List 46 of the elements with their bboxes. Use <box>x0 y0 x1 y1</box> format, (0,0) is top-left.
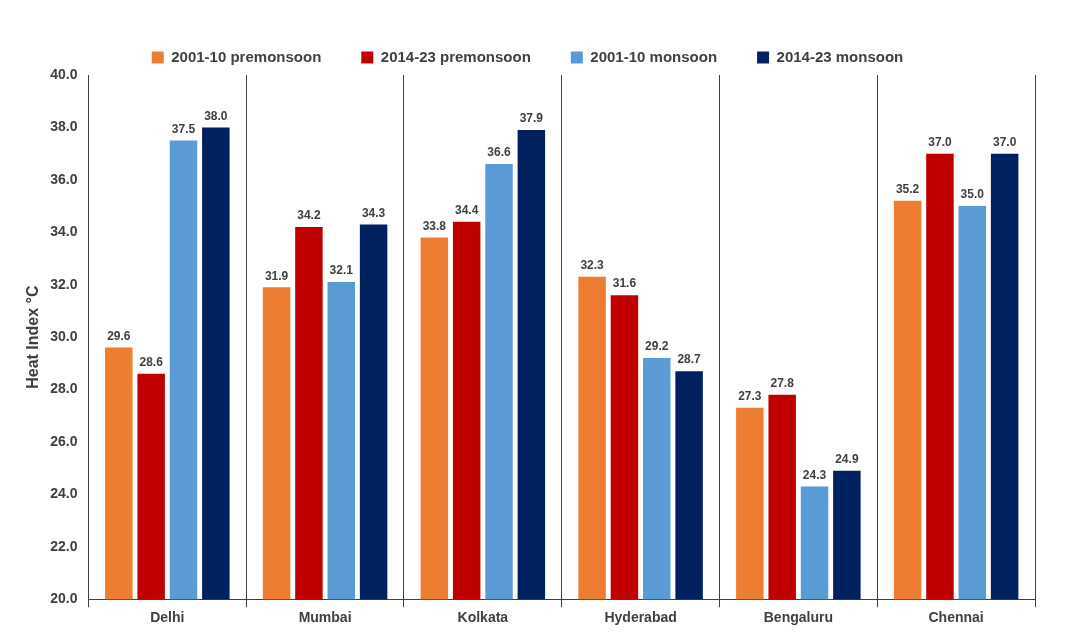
data-label: 27.8 <box>770 376 795 391</box>
y-tick-label: 36.0 <box>50 170 78 187</box>
data-label: 31.6 <box>612 276 637 291</box>
data-label: 36.6 <box>487 145 512 160</box>
x-tick-label: Chennai <box>928 609 984 626</box>
data-label: 34.2 <box>297 208 321 223</box>
x-tick-label: Hyderabad <box>604 609 677 626</box>
data-label: 34.4 <box>454 203 479 218</box>
data-label: 31.9 <box>264 268 289 283</box>
data-label: 37.0 <box>928 134 952 149</box>
data-label: 28.6 <box>139 355 164 370</box>
y-tick-label: 26.0 <box>50 432 78 449</box>
legend-label: 2014-23 premonsoon <box>380 47 531 65</box>
x-tick-label: Kolkata <box>457 609 509 626</box>
y-tick-label: 32.0 <box>50 275 78 292</box>
x-tick-label: Delhi <box>150 609 185 626</box>
y-tick-label: 38.0 <box>50 118 78 135</box>
data-label: 34.3 <box>361 205 386 220</box>
y-tick-label: 40.0 <box>50 65 78 82</box>
data-label: 33.8 <box>422 218 447 233</box>
data-label: 37.5 <box>171 121 196 136</box>
legend-label: 2014-23 monsoon <box>776 47 904 65</box>
legend-label: 2001-10 premonsoon <box>171 47 322 65</box>
y-axis-title: Heat Index °C <box>24 285 42 389</box>
y-tick-label: 30.0 <box>50 327 78 344</box>
legend-label: 2001-10 monsoon <box>590 47 718 65</box>
data-label: 37.9 <box>519 111 544 126</box>
x-tick-label: Bengaluru <box>763 609 833 626</box>
data-label: 32.1 <box>329 263 354 278</box>
x-tick-label: Mumbai <box>298 609 352 626</box>
data-label: 32.3 <box>580 258 605 273</box>
data-label: 29.2 <box>645 339 669 354</box>
data-label: 27.3 <box>738 389 762 404</box>
data-label: 24.9 <box>835 452 859 467</box>
data-label: 35.0 <box>960 187 985 202</box>
y-tick-label: 24.0 <box>50 485 78 502</box>
data-label: 24.3 <box>802 467 827 482</box>
y-tick-label: 22.0 <box>50 537 78 554</box>
data-label: 28.7 <box>677 352 702 367</box>
y-tick-label: 34.0 <box>50 223 78 240</box>
data-label: 38.0 <box>204 108 228 123</box>
y-tick-label: 28.0 <box>50 380 78 397</box>
data-label: 35.2 <box>895 182 920 197</box>
y-tick-label: 20.0 <box>50 590 78 607</box>
data-label: 29.6 <box>107 328 131 343</box>
data-label: 37.0 <box>992 134 1017 149</box>
